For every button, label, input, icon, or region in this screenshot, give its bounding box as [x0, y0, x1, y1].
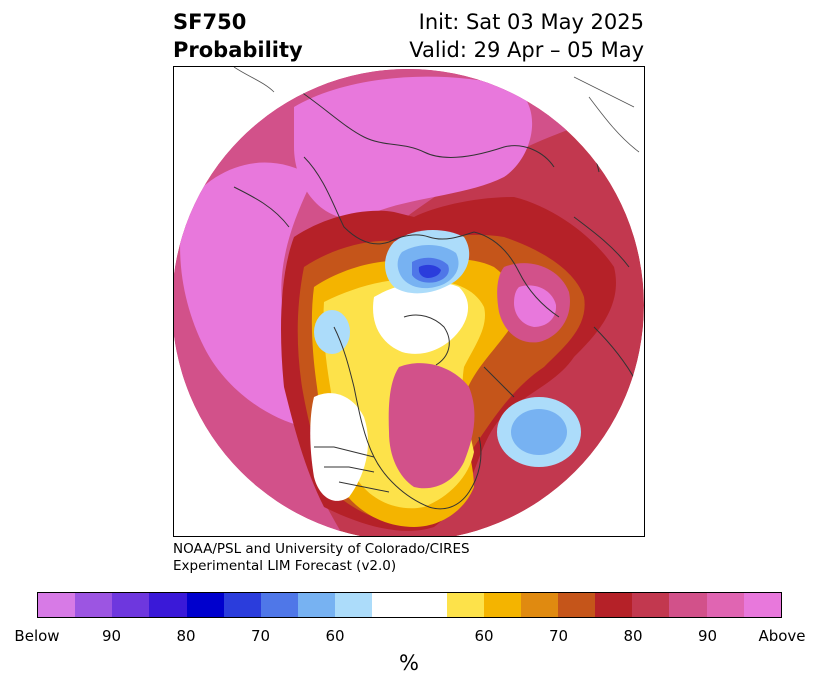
- colorbar-cell: [595, 593, 633, 617]
- polar-probability-map: [174, 67, 644, 536]
- neutral-center: [373, 281, 469, 354]
- colorbar-cell: [112, 593, 150, 617]
- colorbar-tick-label: 70: [548, 627, 569, 645]
- variable-title: SF750: [173, 10, 247, 34]
- colorbar-tick-label: 60: [325, 627, 345, 645]
- colorbar-cell: [223, 593, 261, 617]
- below-80-core: [418, 264, 441, 278]
- colorbar-cell: [632, 593, 670, 617]
- colorbar-cell: [38, 593, 76, 617]
- colorbar-cell: [446, 593, 484, 617]
- colorbar-cell: [372, 593, 410, 617]
- colorbar-cell: [743, 593, 781, 617]
- colorbar-cell: [297, 593, 336, 617]
- valid-range: Valid: 29 Apr – 05 May: [409, 38, 644, 62]
- above-max-asia: [514, 285, 557, 327]
- colorbar-cell: [669, 593, 707, 617]
- colorbar-tick-label: Below: [14, 627, 60, 645]
- credit-text: NOAA/PSL and University of Colorado/CIRE…: [173, 541, 470, 575]
- colorbar-tick-label: 90: [697, 627, 718, 645]
- colorbar-unit: %: [399, 651, 419, 675]
- colorbar-cell: [706, 593, 744, 617]
- colorbar-cell: [520, 593, 558, 617]
- map-panel: [173, 66, 645, 537]
- colorbar-cell: [557, 593, 596, 617]
- init-date: Init: Sat 03 May 2025: [418, 10, 644, 34]
- coastlines: [233, 86, 640, 510]
- above-90-americas: [388, 363, 475, 489]
- colorbar-tick-label: 80: [176, 627, 196, 645]
- colorbar-cell: [409, 593, 447, 617]
- outer-coastlines: [233, 67, 640, 153]
- colorbar: [37, 592, 782, 618]
- colorbar-cell: [335, 593, 373, 617]
- colorbar-tick-labels: Below 90 80 70 60 60 70 80 90 Above: [0, 627, 819, 647]
- colorbar-tick-label: Above: [758, 627, 806, 645]
- below-55-west: [314, 310, 350, 354]
- colorbar-tick-label: 70: [250, 627, 271, 645]
- colorbar-cell: [149, 593, 187, 617]
- metric-title: Probability: [173, 38, 303, 62]
- colorbar-tick-label: 80: [623, 627, 643, 645]
- title-right: Init: Sat 03 May 2025 Valid: 29 Apr – 05…: [409, 8, 644, 64]
- credit-line-2: Experimental LIM Forecast (v2.0): [173, 558, 397, 574]
- title-left: SF750 Probability: [173, 8, 303, 64]
- above-max-west: [180, 162, 314, 428]
- colorbar-cell: [186, 593, 224, 617]
- neutral-east-coast: [310, 393, 369, 501]
- colorbar-tick-label: 90: [101, 627, 122, 645]
- colorbar-tick-label: 60: [474, 627, 494, 645]
- colorbar-cell: [75, 593, 113, 617]
- colorbar-cell: [260, 593, 298, 617]
- credit-line-1: NOAA/PSL and University of Colorado/CIRE…: [173, 541, 470, 557]
- below-60-atlantic: [511, 409, 567, 455]
- colorbar-cell: [483, 593, 521, 617]
